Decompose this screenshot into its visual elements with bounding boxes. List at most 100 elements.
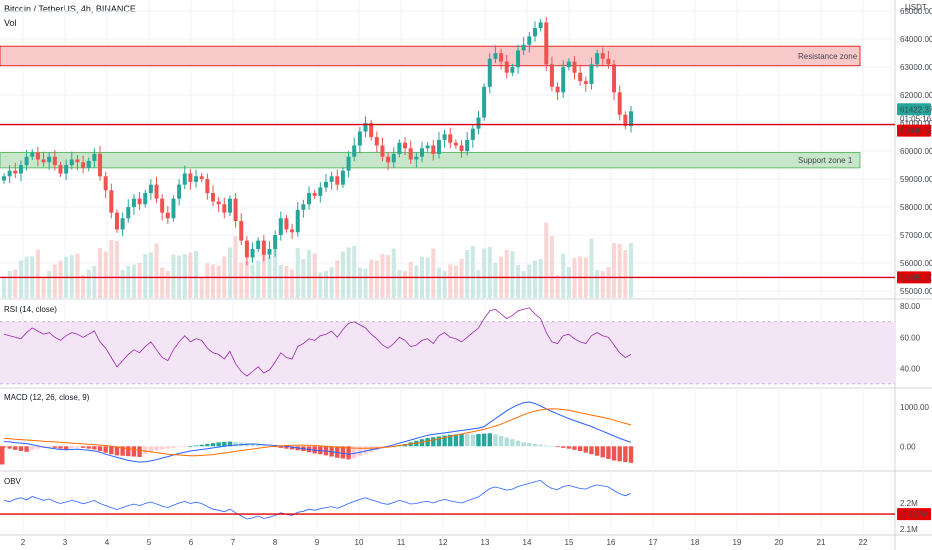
- candle-body: [126, 207, 131, 219]
- time-axis[interactable]: 2 3 4 5 6 7 8 9 10 11 12 13 14 15 16 17 18 19 20 21 22: [21, 538, 868, 547]
- symbol-title: Bitcoin / TetherUS, 4h, BINANCE: [4, 4, 136, 14]
- macd-histogram-bar: [154, 446, 159, 451]
- candle-body: [386, 156, 391, 163]
- volume-bar: [188, 252, 193, 298]
- volume-bar: [273, 243, 278, 298]
- candle-body: [182, 173, 187, 185]
- candle-body: [244, 240, 249, 258]
- candle-body: [357, 131, 362, 146]
- macd-histogram-bar: [193, 445, 199, 447]
- candle-body: [52, 156, 57, 166]
- currency-label: USDT: [905, 3, 927, 12]
- candle-body: [312, 193, 317, 196]
- countdown-tag: 01:05:16: [900, 114, 932, 123]
- candle-body: [352, 145, 357, 157]
- time-tick-label: 4: [105, 538, 110, 547]
- volume-bar: [595, 270, 600, 298]
- candle-body: [329, 176, 334, 182]
- macd-histogram-bar: [493, 434, 498, 447]
- volume-bar: [408, 262, 413, 298]
- candle-body: [290, 229, 295, 233]
- macd-histogram-bar: [436, 436, 442, 447]
- volume-bar: [606, 267, 611, 298]
- macd-histogram-bar: [165, 446, 171, 449]
- macd-tick-label: 1000.00: [900, 403, 929, 412]
- volume-bar: [465, 250, 470, 298]
- candle-body: [98, 153, 103, 177]
- rsi-tick-label: 40.00: [900, 364, 921, 373]
- macd-histogram-bar: [210, 443, 216, 447]
- price-tick-label: 56000.00: [900, 259, 932, 268]
- time-tick-label: 7: [231, 538, 236, 547]
- macd-histogram-bar: [527, 443, 532, 447]
- macd-histogram-bar: [18, 446, 24, 452]
- volume-bar: [482, 248, 487, 298]
- volume-bar: [284, 266, 289, 298]
- candle-body: [589, 64, 594, 84]
- price-axis[interactable]: USDT 65000.00 64000.00 63000.00 62000.00 610…: [900, 3, 932, 534]
- volume-label: Vol: [4, 18, 17, 28]
- macd-histogram-bar: [188, 446, 193, 448]
- macd-histogram-bar: [216, 442, 221, 447]
- time-tick-label: 11: [397, 538, 406, 547]
- candle-body: [18, 165, 23, 174]
- macd-histogram-bar: [442, 435, 447, 447]
- volume-bar: [374, 260, 379, 298]
- macd-histogram-bar: [476, 434, 481, 447]
- candle-body: [623, 114, 628, 126]
- candle-body: [284, 218, 289, 230]
- volume-bar: [442, 271, 447, 298]
- volume-bar: [233, 236, 238, 298]
- volume-bar: [143, 254, 148, 298]
- macd-histogram-bar: [561, 446, 566, 448]
- macd-histogram-bar: [606, 446, 611, 459]
- price-tick-label: 64000.00: [900, 35, 932, 44]
- time-tick-label: 19: [733, 538, 742, 547]
- candle-body: [148, 184, 153, 194]
- macd-histogram-bar: [255, 444, 261, 447]
- macd-histogram-bar: [103, 446, 108, 453]
- macd-histogram-bar: [114, 446, 120, 456]
- candle-body: [58, 165, 63, 174]
- macd-title: MACD (12, 26, close, 9): [4, 393, 90, 402]
- macd-histogram-bar: [75, 446, 80, 448]
- time-tick-label: 9: [315, 538, 320, 547]
- level1-price-tag-bg: [897, 124, 931, 137]
- macd-histogram-bar: [594, 446, 600, 456]
- macd-histogram-bar: [504, 437, 509, 447]
- volume-bar: [35, 249, 40, 298]
- candle-body: [7, 170, 12, 177]
- volume-bar: [2, 276, 6, 298]
- volume-bar: [114, 241, 119, 298]
- volume-bar: [555, 275, 560, 298]
- volume-bar: [278, 265, 283, 298]
- volume-bar: [160, 267, 165, 298]
- price-tick-label: 57000.00: [900, 231, 932, 240]
- volume-bar: [589, 238, 594, 298]
- macd-histogram-bar: [13, 446, 18, 450]
- macd-histogram-bar: [69, 446, 74, 449]
- candle-body: [318, 187, 323, 196]
- candle-body: [205, 179, 210, 194]
- macd-histogram-bar: [572, 446, 577, 450]
- macd-histogram-bar: [7, 446, 12, 449]
- macd-histogram-bar: [137, 446, 142, 457]
- macd-histogram-bar: [182, 446, 187, 448]
- candle-body: [499, 53, 504, 62]
- candle-body: [516, 50, 521, 68]
- macd-histogram-bar: [92, 446, 97, 450]
- candle-body: [408, 148, 413, 160]
- macd-histogram-bar: [470, 434, 476, 447]
- volume-bar: [312, 253, 317, 298]
- volume-bar: [323, 271, 328, 298]
- candle-body: [521, 44, 526, 51]
- macd-histogram-bar: [459, 433, 464, 447]
- rsi-title: RSI (14, close): [4, 305, 57, 314]
- volume-bar: [369, 259, 374, 298]
- level1-price-tag: 60946.62: [900, 127, 932, 136]
- candle-body: [64, 165, 69, 174]
- obv-level-tag-bg: [897, 508, 931, 521]
- volume-bar: [256, 260, 261, 298]
